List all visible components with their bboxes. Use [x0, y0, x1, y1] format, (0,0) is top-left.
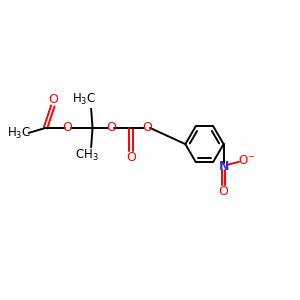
Text: O: O [126, 151, 136, 164]
Text: N: N [218, 160, 229, 173]
Text: O: O [49, 93, 58, 106]
Text: CH$_3$: CH$_3$ [75, 148, 98, 164]
Text: O: O [219, 185, 229, 198]
Text: O$^{-}$: O$^{-}$ [238, 154, 256, 167]
Text: O: O [142, 122, 152, 134]
Text: O: O [63, 122, 73, 134]
Text: H$_3$C: H$_3$C [7, 126, 31, 141]
Text: O: O [106, 122, 116, 134]
Text: H$_3$C: H$_3$C [72, 92, 96, 107]
